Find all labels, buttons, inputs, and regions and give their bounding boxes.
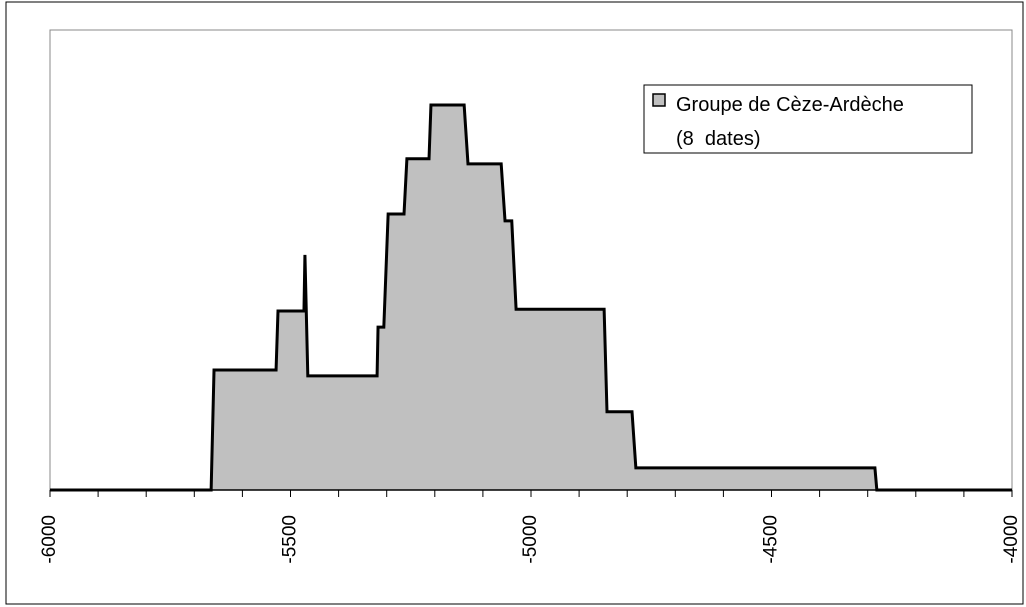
- x-tick-label: -4000: [1001, 515, 1022, 564]
- x-tick-label: -6000: [39, 515, 60, 564]
- area: [50, 104, 1012, 490]
- x-tick-label: -5000: [520, 515, 541, 564]
- x-tick-label: -5500: [280, 515, 301, 564]
- area-outline: [50, 103, 1012, 492]
- legend-label: Groupe de Cèze-Ardèche (8 dates): [676, 94, 904, 150]
- legend: [643, 84, 973, 154]
- legend-swatch: [652, 93, 666, 107]
- x-tick-label: -4500: [761, 515, 782, 564]
